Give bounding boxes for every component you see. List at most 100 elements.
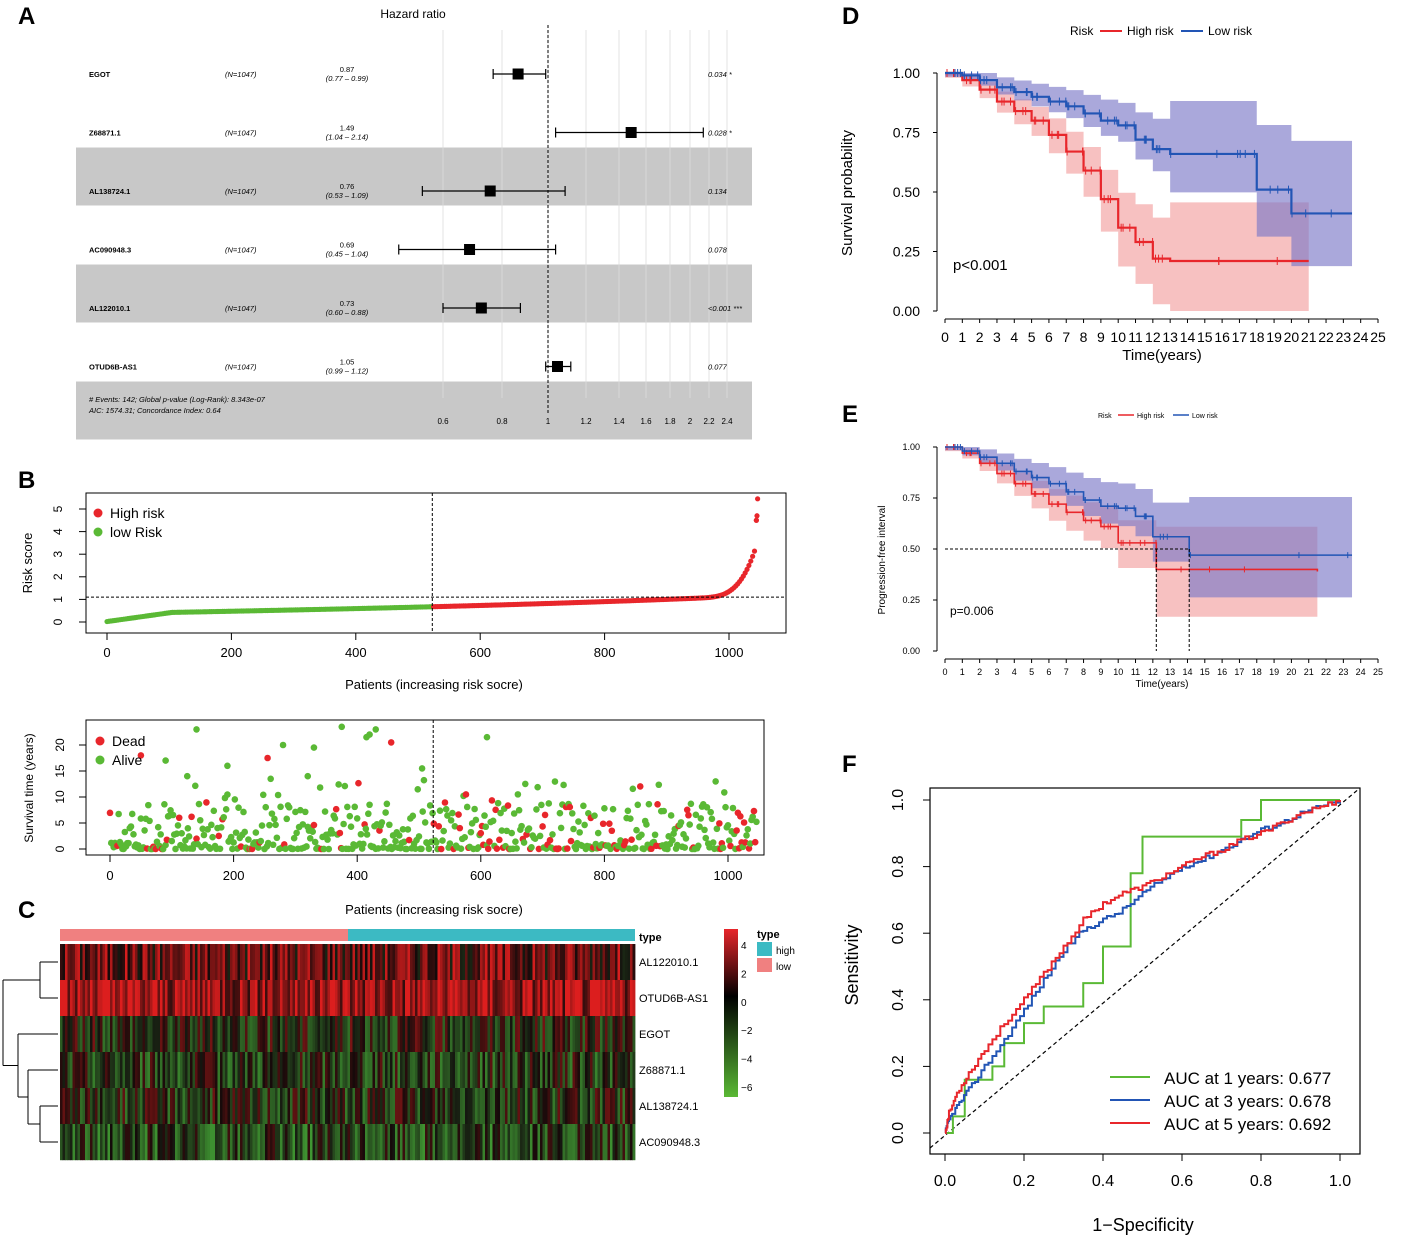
risk-score-ytick-label: 4 bbox=[51, 528, 65, 535]
heatmap-cell bbox=[327, 944, 331, 981]
survival-point bbox=[457, 845, 465, 853]
heatmap-cell bbox=[192, 1124, 196, 1161]
heatmap-cell bbox=[100, 1052, 103, 1089]
heatmap-cell bbox=[320, 980, 323, 1017]
heatmap-cell bbox=[387, 944, 391, 981]
heatmap-cell bbox=[337, 1016, 341, 1053]
survival-point bbox=[510, 810, 518, 817]
forest-xtick: 2 bbox=[688, 417, 693, 426]
heatmap-cell bbox=[100, 944, 103, 981]
heatmap-cell bbox=[82, 1088, 86, 1125]
heatmap-cell bbox=[577, 1124, 581, 1161]
km-x-tick-label: 5 bbox=[1028, 329, 1036, 345]
heatmap-cell bbox=[62, 944, 66, 981]
heatmap-cell bbox=[572, 1016, 576, 1053]
heatmap-cell bbox=[402, 1088, 406, 1125]
survival-point bbox=[303, 843, 310, 850]
heatmap-cell bbox=[327, 1088, 331, 1125]
heatmap-cell bbox=[202, 1016, 206, 1053]
heatmap-cell bbox=[262, 1088, 266, 1125]
km-x-tick-label: 17 bbox=[1234, 667, 1244, 677]
survival-point bbox=[178, 829, 185, 837]
heatmap-cell bbox=[567, 1088, 571, 1125]
heatmap-cell bbox=[75, 1052, 78, 1089]
heatmap-cell bbox=[457, 1052, 461, 1089]
heatmap-cell bbox=[207, 1016, 211, 1053]
heatmap-scale-tick-label: 2 bbox=[741, 969, 747, 980]
heatmap-cell bbox=[242, 944, 246, 981]
heatmap-cell bbox=[525, 980, 528, 1017]
heatmap-cell bbox=[587, 1052, 591, 1089]
survival-point bbox=[591, 812, 598, 819]
heatmap-cell bbox=[255, 1088, 258, 1125]
heatmap-cell bbox=[287, 1016, 291, 1053]
heatmap-cell bbox=[250, 944, 253, 981]
heatmap-cell bbox=[65, 1088, 68, 1125]
heatmap-cell bbox=[340, 1088, 343, 1125]
survival-point bbox=[733, 827, 740, 834]
survival-point bbox=[272, 821, 279, 829]
heatmap-cell bbox=[180, 1088, 183, 1125]
heatmap-cell bbox=[520, 980, 523, 1017]
heatmap-legend-high-swatch bbox=[757, 942, 772, 956]
heatmap-cell bbox=[210, 1124, 213, 1161]
heatmap-cell bbox=[102, 980, 106, 1017]
survival-point bbox=[414, 786, 422, 793]
risk-score-xtick-label: 0 bbox=[103, 645, 110, 660]
heatmap-cell bbox=[307, 980, 311, 1017]
heatmap-cell bbox=[155, 1016, 158, 1053]
heatmap-cell bbox=[177, 980, 181, 1017]
heatmap-cell bbox=[505, 1016, 508, 1053]
heatmap-cell bbox=[250, 1124, 253, 1161]
heatmap-cell bbox=[120, 1052, 123, 1089]
heatmap-cell bbox=[422, 1052, 426, 1089]
heatmap-cell bbox=[272, 1016, 276, 1053]
heatmap-cell bbox=[465, 1088, 468, 1125]
heatmap-cell bbox=[602, 1124, 606, 1161]
heatmap-cell bbox=[107, 1088, 111, 1125]
heatmap-cell bbox=[292, 1124, 296, 1161]
heatmap-cell bbox=[347, 1016, 351, 1053]
heatmap-cell bbox=[507, 944, 511, 981]
heatmap-cell bbox=[165, 1016, 168, 1053]
heatmap-cell bbox=[345, 1052, 348, 1089]
heatmap-cell bbox=[400, 980, 403, 1017]
heatmap-cell bbox=[180, 1052, 183, 1089]
heatmap-cell bbox=[115, 1124, 118, 1161]
heatmap-cell bbox=[347, 1124, 351, 1161]
heatmap-cell bbox=[75, 1124, 78, 1161]
heatmap-cell bbox=[402, 980, 406, 1017]
heatmap-cell bbox=[232, 1016, 236, 1053]
heatmap-cell bbox=[415, 944, 418, 981]
heatmap-cell bbox=[490, 980, 493, 1017]
forest-footnote-events: # Events: 142; Global p-value (Log-Rank)… bbox=[89, 395, 266, 404]
risk-score-point bbox=[754, 513, 760, 519]
survival-point bbox=[449, 809, 456, 817]
heatmap-cell bbox=[172, 1016, 176, 1053]
legend-dead-label: Dead bbox=[112, 733, 145, 749]
heatmap-cell bbox=[305, 1124, 308, 1161]
heatmap-cell bbox=[392, 1124, 396, 1161]
heatmap-cell bbox=[607, 1016, 611, 1053]
survival-point bbox=[486, 838, 493, 845]
survival-ytick-label: 20 bbox=[53, 738, 67, 752]
heatmap-cell bbox=[552, 1088, 556, 1125]
heatmap-cell bbox=[510, 1016, 513, 1053]
heatmap-cell bbox=[347, 1052, 351, 1089]
heatmap-cell bbox=[115, 1052, 118, 1089]
heatmap-cell bbox=[490, 1088, 493, 1125]
heatmap-cell bbox=[520, 1052, 523, 1089]
heatmap-cell bbox=[205, 1124, 208, 1161]
heatmap-cell bbox=[547, 980, 551, 1017]
km-pfi-xlabel: Time(years) bbox=[1136, 679, 1189, 690]
heatmap-cell bbox=[262, 1052, 266, 1089]
heatmap-cell bbox=[407, 1052, 411, 1089]
panel-label-d: D bbox=[842, 3, 859, 30]
roc-x-tick-label: 0.6 bbox=[1171, 1173, 1193, 1190]
heatmap-cell bbox=[60, 1016, 63, 1053]
survival-point bbox=[310, 744, 318, 751]
heatmap-cell bbox=[370, 1016, 373, 1053]
heatmap-cell bbox=[297, 980, 301, 1017]
heatmap-cell bbox=[237, 944, 241, 981]
heatmap-cell bbox=[195, 1052, 198, 1089]
